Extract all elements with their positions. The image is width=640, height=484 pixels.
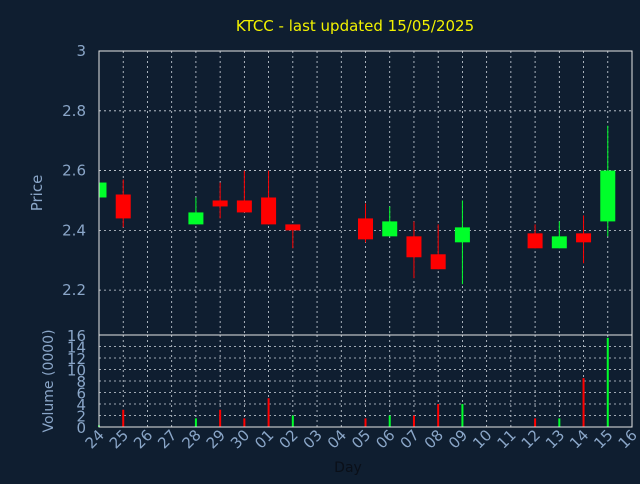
x-axis-tick-labels: 2425262728293001020304050607080910111213… — [82, 426, 640, 452]
candle — [551, 221, 567, 249]
volume-tick-label: 4 — [76, 396, 86, 414]
candle — [454, 200, 470, 285]
candle-body-up — [600, 170, 616, 222]
candlesticks — [98, 125, 616, 285]
candle-body-down — [261, 197, 277, 225]
candle — [358, 203, 373, 243]
volume-bar — [582, 378, 585, 427]
candle-body-down — [212, 200, 228, 207]
candle-body-down — [406, 236, 422, 258]
volume-bar — [364, 418, 367, 427]
volume-tick-label: 14 — [67, 339, 86, 357]
candle — [527, 224, 543, 249]
volume-frame — [98, 334, 633, 428]
price-tick-label: 2.8 — [62, 102, 86, 120]
volume-bar — [412, 415, 415, 427]
volume-bar — [194, 418, 197, 427]
candle-body-down — [358, 218, 373, 240]
candle — [600, 125, 616, 237]
volume-bar — [558, 418, 561, 427]
candle — [576, 215, 592, 264]
candle — [236, 170, 252, 213]
x-axis-label: Day — [334, 460, 362, 476]
candle — [261, 170, 277, 225]
volume-bar — [534, 418, 537, 427]
volume-tick-label: 12 — [67, 350, 86, 368]
volume-bar — [122, 409, 125, 427]
price-tick-label: 3 — [76, 42, 86, 60]
candle — [382, 206, 398, 237]
volume-tick-label: 16 — [67, 327, 86, 345]
volume-tick-label: 10 — [67, 362, 86, 380]
price-y-tick-labels: 2.2 2.4 2.6 2.8 3 — [62, 42, 86, 299]
volume-tick-label: 0 — [76, 419, 86, 437]
candle-body-up — [188, 212, 204, 225]
volume-bar — [243, 418, 246, 427]
volume-tick-label: 8 — [76, 373, 86, 391]
volume-tick-label: 6 — [76, 385, 86, 403]
price-tick-label: 2.6 — [62, 162, 86, 180]
candle — [285, 224, 301, 249]
candle — [98, 182, 107, 198]
volume-bar — [388, 415, 391, 427]
price-tick-label: 2.2 — [62, 281, 86, 299]
chart-title: KTCC - last updated 15/05/2025 — [236, 17, 474, 35]
volume-tick-label: 2 — [76, 408, 86, 426]
candle-body-down — [576, 233, 592, 243]
candle — [406, 221, 422, 279]
candle — [430, 224, 446, 270]
candle-body-up — [454, 227, 470, 243]
candle-body-down — [236, 200, 252, 213]
candle — [188, 197, 204, 225]
price-panel: 2.2 2.4 2.6 2.8 3 Price — [28, 42, 633, 336]
price-axis-label: Price — [28, 175, 46, 212]
candle-body-down — [285, 224, 301, 231]
volume-bar — [219, 409, 222, 427]
candle-body-down — [115, 194, 131, 219]
candle — [212, 182, 228, 219]
candle-body-down — [527, 233, 543, 249]
volume-bar — [267, 398, 270, 427]
candle-body-up — [99, 182, 107, 198]
price-tick-label: 2.4 — [62, 221, 86, 239]
volume-bar — [437, 404, 440, 427]
candle-body-up — [551, 236, 567, 249]
volume-bar — [606, 337, 609, 427]
volume-bar — [291, 415, 294, 427]
candle-body-down — [430, 254, 446, 270]
candle-body-up — [382, 221, 398, 237]
volume-axis-label: Volume (0000) — [41, 329, 57, 432]
volume-bar — [461, 404, 464, 427]
candle — [115, 179, 131, 228]
